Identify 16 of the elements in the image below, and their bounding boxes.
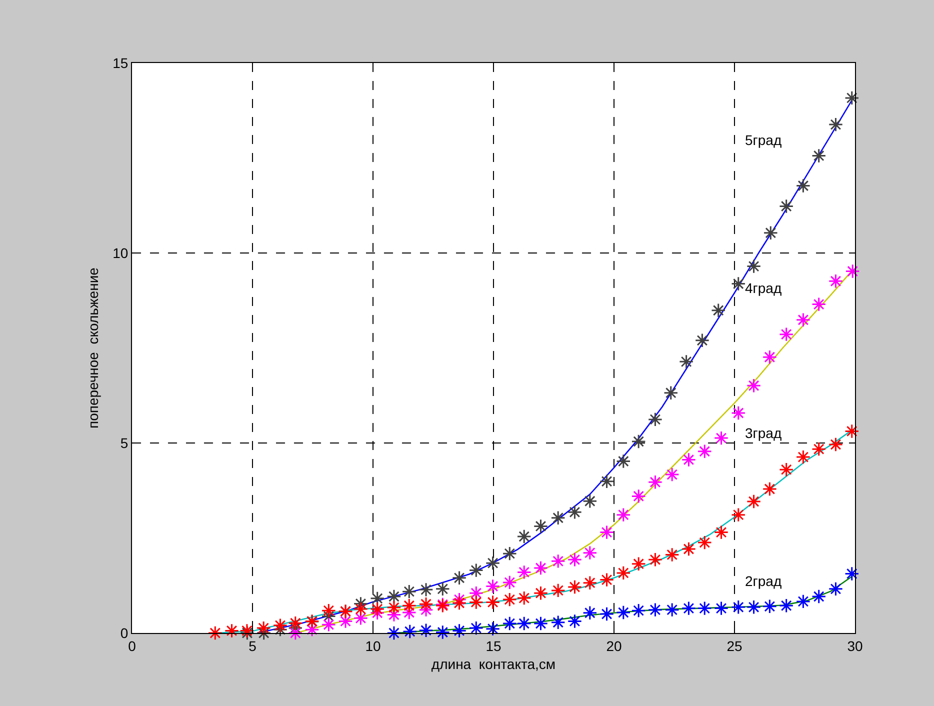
x-axis-title: длина контакта,см — [431, 656, 556, 672]
x-tick-label: 20 — [606, 638, 622, 654]
x-tick-label: 25 — [726, 638, 742, 654]
annotation: 3град — [745, 425, 782, 441]
y-tick-label: 0 — [120, 624, 128, 641]
annotation: 5град — [745, 132, 782, 148]
y-tick-label: 10 — [112, 244, 128, 261]
y-tick-label: 15 — [112, 54, 128, 71]
annotation: 2град — [745, 573, 782, 589]
x-tick-label: 15 — [486, 638, 502, 654]
x-tick-label: 30 — [847, 638, 863, 654]
y-axis-title: поперечное скольжение — [85, 267, 102, 428]
x-tick-label: 5 — [248, 638, 257, 654]
x-tick-label: 10 — [365, 638, 381, 654]
annotation: 4град — [745, 280, 782, 296]
y-tick-label: 5 — [120, 434, 128, 451]
